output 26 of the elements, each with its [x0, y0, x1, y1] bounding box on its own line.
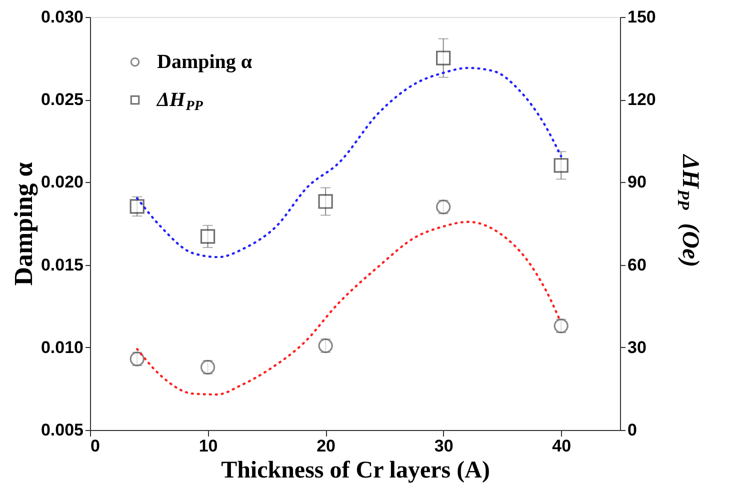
y-tick-label: 0.005 — [40, 420, 84, 440]
y-tick-label: 0.020 — [40, 172, 84, 192]
point — [554, 158, 568, 173]
point — [318, 194, 333, 209]
y2-tick-label: 0 — [628, 420, 637, 440]
point — [200, 229, 216, 244]
x-axis-title: Thickness of Cr layers (A) — [221, 458, 490, 484]
y-tick-label: 0.030 — [40, 8, 84, 26]
x-tick-label: 0 — [90, 436, 100, 456]
x-tick-label: 10 — [198, 436, 218, 456]
y-tick-label: 0.025 — [40, 90, 84, 110]
y-tick-label: 0.015 — [40, 255, 84, 274]
x-tick-label: 30 — [434, 436, 454, 456]
y2-tick-label: 120 — [628, 90, 656, 110]
y-tick-label: 0.010 — [40, 338, 84, 357]
y2-tick-label: 90 — [628, 172, 646, 192]
legend-label: Damping α — [157, 51, 252, 73]
point — [130, 199, 144, 214]
y2-axis-title: ΔHPP (Oe) — [674, 154, 703, 268]
x-tick-label: 40 — [552, 436, 572, 456]
x-tick-label: 20 — [316, 436, 336, 456]
y2-tick-label: 150 — [628, 8, 656, 26]
y-axis-title: Damping α — [8, 162, 38, 286]
point — [436, 50, 451, 66]
y2-tick-label: 30 — [628, 338, 646, 357]
y2-tick-label: 60 — [628, 255, 646, 274]
